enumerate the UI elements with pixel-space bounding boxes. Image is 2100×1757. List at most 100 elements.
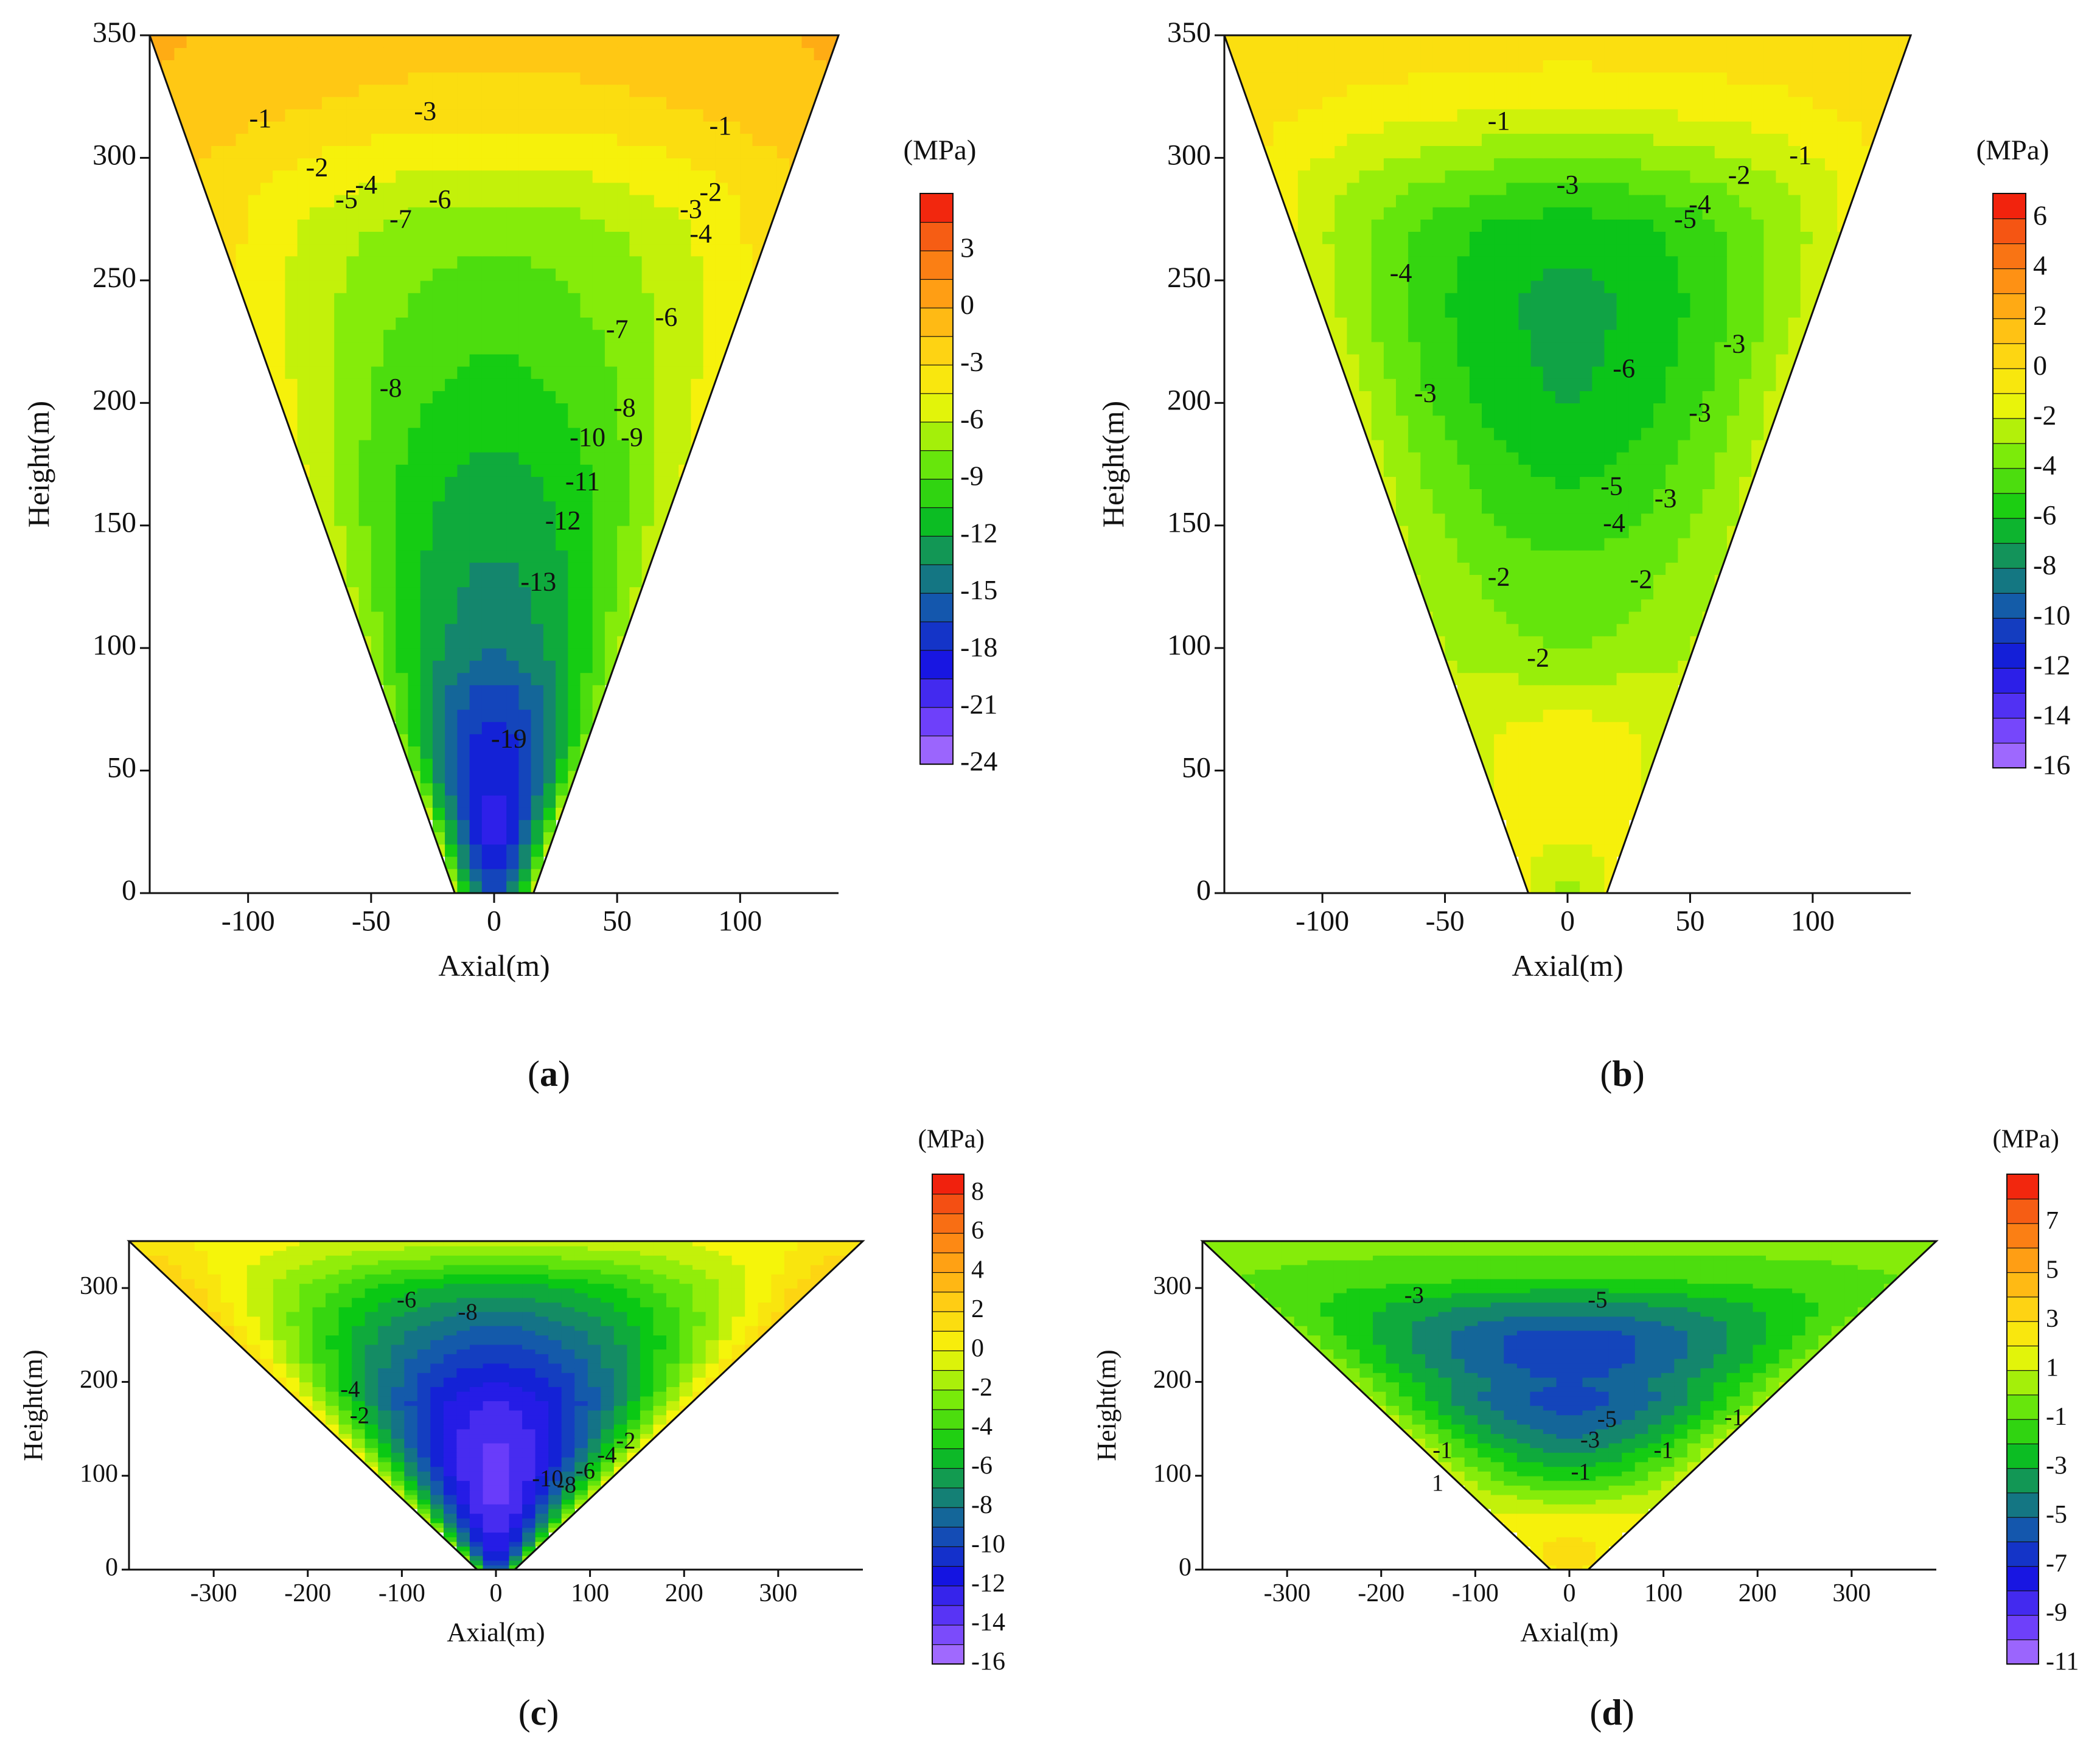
field-cell <box>543 489 556 502</box>
field-cell <box>322 219 335 232</box>
field-cell <box>543 501 556 514</box>
field-cell <box>1592 819 1605 832</box>
field-cell <box>1604 47 1617 60</box>
field-cell <box>580 537 593 551</box>
field-cell <box>469 353 483 367</box>
field-cell <box>641 366 655 379</box>
field-cell <box>396 623 409 636</box>
field-cell <box>457 427 470 440</box>
field-cell <box>1666 451 1678 465</box>
colorbar-frame <box>919 193 954 765</box>
field-cell <box>408 403 421 416</box>
field-cell <box>1555 341 1568 355</box>
field-cell <box>1371 35 1384 48</box>
field-cell <box>1555 133 1568 146</box>
field-cell <box>715 317 728 330</box>
field-cell <box>1371 219 1384 232</box>
field-cell <box>1518 758 1532 771</box>
field-cell <box>285 366 298 379</box>
field-cell <box>691 207 704 220</box>
colorbar-tick-label: -3 <box>960 346 983 377</box>
colorbar-band <box>1992 467 2026 494</box>
field-cell <box>691 158 704 171</box>
field-cell <box>1249 84 1262 97</box>
field-cell <box>1702 231 1715 245</box>
field-cell <box>1371 47 1384 60</box>
field-cell <box>443 1527 458 1533</box>
field-cell <box>740 158 753 171</box>
field-cell <box>432 427 445 440</box>
contour-label: -3 <box>1655 484 1677 513</box>
colorbar-band <box>1992 542 2026 569</box>
field-cell <box>1592 746 1605 759</box>
field-cell <box>371 562 384 575</box>
field-cell <box>494 537 507 551</box>
field-cell <box>592 305 605 318</box>
field-cell <box>1310 317 1323 330</box>
field-cell <box>1592 391 1605 403</box>
field-cell <box>494 880 507 893</box>
field-cell <box>432 170 445 183</box>
field-cell <box>691 145 704 159</box>
field-cell <box>322 305 335 318</box>
field-cell <box>518 84 532 97</box>
field-cell <box>235 231 249 245</box>
field-cell <box>1506 133 1519 146</box>
field-cell <box>509 1560 523 1566</box>
colorbar-band <box>1992 293 2026 319</box>
field-cell <box>1334 121 1348 134</box>
contour-label: -5 <box>1600 471 1623 501</box>
field-cell <box>211 194 225 207</box>
field-cell <box>1494 219 1507 232</box>
field-cell <box>420 108 433 122</box>
field-cell <box>617 366 630 379</box>
field-cell <box>445 819 458 832</box>
field-cell <box>443 1475 458 1481</box>
field-cell <box>654 403 667 416</box>
field-cell <box>322 366 335 379</box>
field-cell <box>494 243 507 257</box>
field-cell <box>408 464 421 477</box>
field-cell <box>198 108 212 122</box>
field-cell <box>1273 96 1286 110</box>
field-cell <box>666 427 679 440</box>
field-cell <box>1530 108 1544 122</box>
field-cell <box>1530 329 1544 343</box>
field-cell <box>1482 599 1495 612</box>
field-cell <box>1543 170 1556 183</box>
field-cell <box>506 550 520 563</box>
field-cell <box>580 586 593 600</box>
field-cell <box>666 366 679 379</box>
field-cell <box>445 537 458 551</box>
field-cell <box>445 280 458 293</box>
field-cell <box>604 513 618 526</box>
field-cell <box>1371 378 1384 391</box>
field-cell <box>1604 807 1617 820</box>
field-cell <box>531 623 544 636</box>
chart-panel-b: -1-1-2-3-4-5-4-6-3-3-3-5-4-3-2 -2-2-100 -5… <box>1096 16 2070 1094</box>
field-cell <box>1322 353 1335 367</box>
field-cell <box>1506 231 1519 245</box>
field-cell <box>1543 672 1556 686</box>
field-cell <box>1445 366 1458 379</box>
y-axis-title: Height(m) <box>1096 401 1130 527</box>
field-cell <box>740 47 753 60</box>
field-cell <box>260 60 273 73</box>
field-cell <box>198 84 212 97</box>
field-cell <box>469 697 483 710</box>
field-cell <box>420 60 433 73</box>
field-cell <box>309 207 323 220</box>
field-cell <box>617 353 630 367</box>
field-cell <box>1530 489 1544 502</box>
field-cell <box>1678 329 1691 343</box>
field-cell <box>1788 280 1801 293</box>
field-cell <box>432 121 445 134</box>
field-cell <box>1763 84 1777 97</box>
field-cell <box>186 121 200 134</box>
field-cell <box>1371 403 1384 416</box>
field-cell <box>432 476 445 489</box>
y-tick-label: 0 <box>122 874 136 906</box>
field-cell <box>592 562 605 575</box>
field-cell <box>1420 268 1434 281</box>
field-cell <box>1800 47 1813 60</box>
